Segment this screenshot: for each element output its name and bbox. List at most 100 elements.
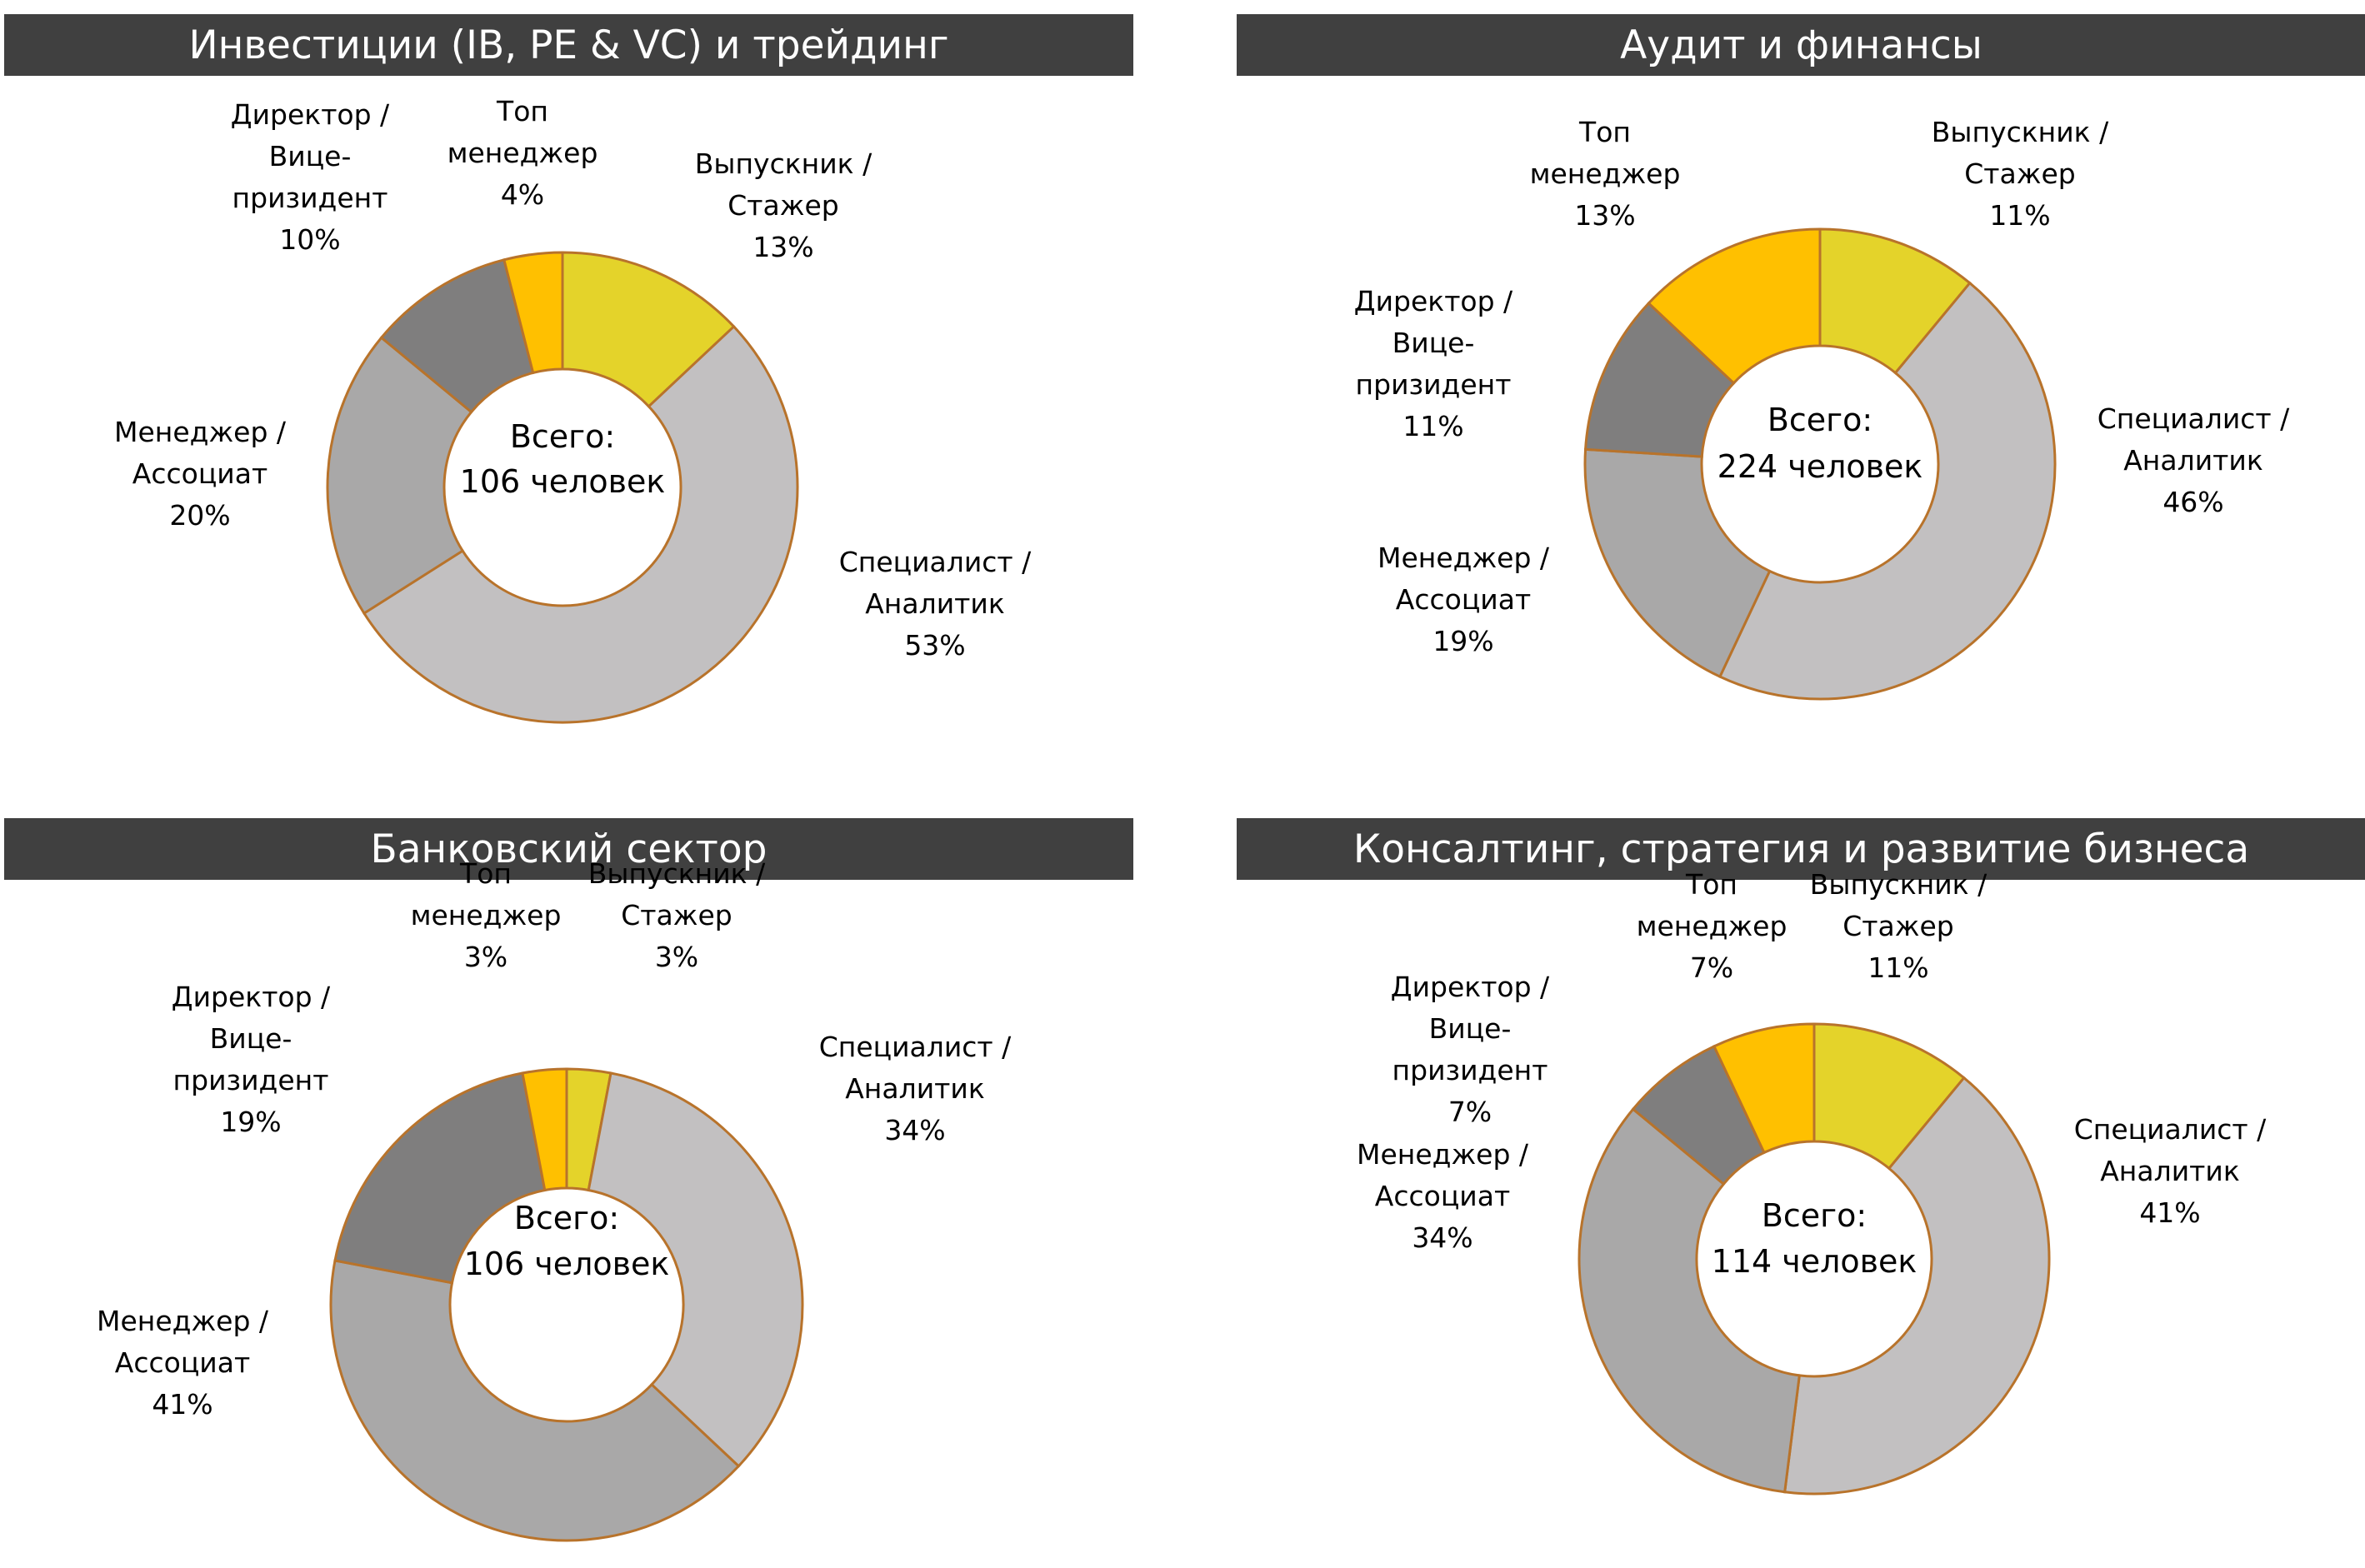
chart-panel-investments: Инвестиции (IB, PE & VC) и трейдинг Выпу… — [4, 14, 1138, 764]
slice-label-line: 34% — [1412, 1221, 1472, 1254]
slice-label-line: Аналитик — [2123, 444, 2263, 477]
chart-title: Банковский сектор — [4, 818, 1133, 880]
slice-label-line: призидент — [232, 182, 388, 214]
chart-title: Инвестиции (IB, PE & VC) и трейдинг — [4, 14, 1133, 76]
donut-slice-менеджер-ассоциат — [1583, 447, 1772, 679]
slice-label-line: Стажер — [1964, 157, 2075, 190]
donut-total-label: Всего: 114 человек — [1712, 1197, 1918, 1280]
slice-label-line: призидент — [1392, 1054, 1548, 1086]
slice-label-директор-вице-призидент: Директор / Вице-призидент 11% — [1354, 285, 1513, 442]
donut-total-line: Всего: — [1762, 1197, 1867, 1234]
slice-label-line: Аналитик — [2100, 1155, 2240, 1187]
donut-chart-audit: Выпускник / Стажер 11% Специалист / Аналитик… — [1354, 116, 2290, 701]
donut-slice-специалист-аналитик — [587, 1071, 804, 1468]
slice-label-line: Выпускник / — [588, 857, 766, 890]
donut-total-label: Всего: 224 человек — [1718, 402, 1923, 485]
donut-slice-менеджер-ассоциат — [326, 336, 473, 616]
slice-label-line: Стажер — [621, 899, 732, 931]
slice-label-line: Вице- — [1392, 327, 1475, 359]
slice-label-line: 11% — [1402, 410, 1463, 442]
slice-label-line: менеджер — [1637, 910, 1788, 942]
slice-label-line: Специалист / — [2098, 402, 2290, 435]
slice-label-менеджер-ассоциат: Менеджер / Ассоциат 19% — [1378, 542, 1550, 657]
slice-label-line: Выпускник / — [695, 147, 872, 180]
chart-panel-banking: Банковский сектор Выпускник / Стажер 3% Спе… — [4, 818, 1138, 1568]
donut-slice-топ-менеджер — [502, 251, 564, 375]
slice-label-директор-вице-призидент: Директор / Вице-призидент 10% — [231, 98, 390, 256]
donut-slice-менеджер-ассоциат — [1578, 1107, 1802, 1494]
slice-label-line: Менеджер / — [1378, 542, 1550, 574]
slice-label-выпускник-стажер: Выпускник / Стажер 11% — [1932, 116, 2109, 232]
slice-label-line: 7% — [1690, 951, 1733, 984]
slice-label-line: Выпускник / — [1810, 868, 1988, 901]
slice-label-line: 20% — [169, 499, 230, 532]
slice-label-line: Директор / — [172, 981, 331, 1013]
slice-label-line: Стажер — [1842, 910, 1953, 942]
slice-label-line: Вице- — [210, 1022, 292, 1055]
slice-label-line: менеджер — [1530, 157, 1681, 190]
slice-label-line: 11% — [1868, 951, 1928, 984]
slice-label-line: Топ — [496, 95, 548, 127]
slice-label-line: Вице- — [269, 140, 352, 172]
donut-total-line: Всего: — [514, 1200, 619, 1236]
slice-label-line: Специалист / — [2074, 1113, 2267, 1146]
slice-label-топ-менеджер: Топ менеджер 3% — [411, 857, 562, 973]
slice-label-топ-менеджер: Топ менеджер 7% — [1637, 868, 1788, 984]
slice-label-line: Директор / — [1354, 285, 1513, 317]
slice-label-line: 3% — [464, 941, 508, 973]
donut-slice-выпускник-стажер — [561, 251, 736, 408]
slice-label-line: Аналитик — [865, 587, 1005, 620]
slice-label-line: 41% — [152, 1388, 212, 1421]
slice-label-line: Ассоциат — [115, 1346, 250, 1379]
slice-label-line: Ассоциат — [132, 457, 268, 490]
donut-slice-топ-менеджер — [1712, 1022, 1816, 1155]
slice-label-топ-менеджер: Топ менеджер 13% — [1530, 116, 1681, 232]
slice-label-line: 19% — [220, 1106, 281, 1138]
donut-slice-специалист-аналитик — [1782, 1076, 2051, 1496]
slice-label-line: 13% — [752, 231, 813, 263]
slice-label-line: менеджер — [411, 899, 562, 931]
donut-total-line: 224 человек — [1718, 448, 1923, 485]
slice-label-line: Специалист / — [819, 1031, 1012, 1063]
donut-slice-специалист-аналитик — [362, 324, 799, 724]
slice-label-line: 4% — [501, 178, 544, 211]
slice-label-line: Менеджер / — [97, 1305, 269, 1337]
donut-chart-banking: Выпускник / Стажер 3% Специалист / Аналитик 3… — [97, 857, 1012, 1542]
donut-slice-топ-менеджер — [521, 1067, 568, 1192]
slice-label-line: 41% — [2139, 1196, 2200, 1229]
slice-label-line: призидент — [1356, 368, 1512, 401]
slice-label-line: менеджер — [448, 137, 598, 169]
slice-label-line: 7% — [1448, 1096, 1492, 1128]
slice-label-line: Топ — [1578, 116, 1631, 148]
donut-slice-топ-менеджер — [1647, 227, 1822, 385]
donut-chart-investments: Выпускник / Стажер 13% Специалист / Аналитик… — [114, 95, 1032, 724]
slice-label-line: Стажер — [728, 189, 838, 222]
slice-label-выпускник-стажер: Выпускник / Стажер 13% — [695, 147, 872, 263]
slice-label-выпускник-стажер: Выпускник / Стажер 11% — [1810, 868, 1988, 984]
slice-label-директор-вице-призидент: Директор / Вице-призидент 19% — [172, 981, 331, 1138]
slice-label-line: Менеджер / — [114, 416, 287, 448]
donut-total-label: Всего: 106 человек — [464, 1200, 670, 1282]
donut-slice-специалист-аналитик — [1718, 281, 2057, 701]
slice-label-специалист-аналитик: Специалист / Аналитик 53% — [839, 546, 1032, 662]
slice-label-менеджер-ассоциат: Менеджер / Ассоциат 41% — [97, 1305, 269, 1421]
chart-title: Консалтинг, стратегия и развитие бизнеса — [1237, 818, 2365, 880]
donut-total-line: 114 человек — [1712, 1243, 1918, 1280]
slice-label-топ-менеджер: Топ менеджер 4% — [448, 95, 598, 211]
slice-label-line: 11% — [1989, 199, 2050, 232]
donut-total-line: Всего: — [1768, 402, 1872, 438]
slice-label-директор-вице-призидент: Директор / Вице-призидент 7% — [1391, 971, 1550, 1128]
slice-label-line: Топ — [1685, 868, 1738, 901]
slice-label-выпускник-стажер: Выпускник / Стажер 3% — [588, 857, 766, 973]
slice-label-специалист-аналитик: Специалист / Аналитик 41% — [2074, 1113, 2267, 1229]
slice-label-line: 53% — [904, 629, 965, 662]
slice-label-line: 34% — [884, 1114, 945, 1146]
donut-total-line: 106 человек — [460, 463, 666, 500]
chart-title: Аудит и финансы — [1237, 14, 2365, 76]
slice-label-специалист-аналитик: Специалист / Аналитик 34% — [819, 1031, 1012, 1146]
slice-label-line: Директор / — [231, 98, 390, 131]
donut-total-line: Всего: — [510, 418, 615, 455]
donut-total-line: 106 человек — [464, 1246, 670, 1282]
slice-label-line: 10% — [279, 223, 340, 256]
slice-label-менеджер-ассоциат: Менеджер / Ассоциат 34% — [1357, 1138, 1529, 1254]
